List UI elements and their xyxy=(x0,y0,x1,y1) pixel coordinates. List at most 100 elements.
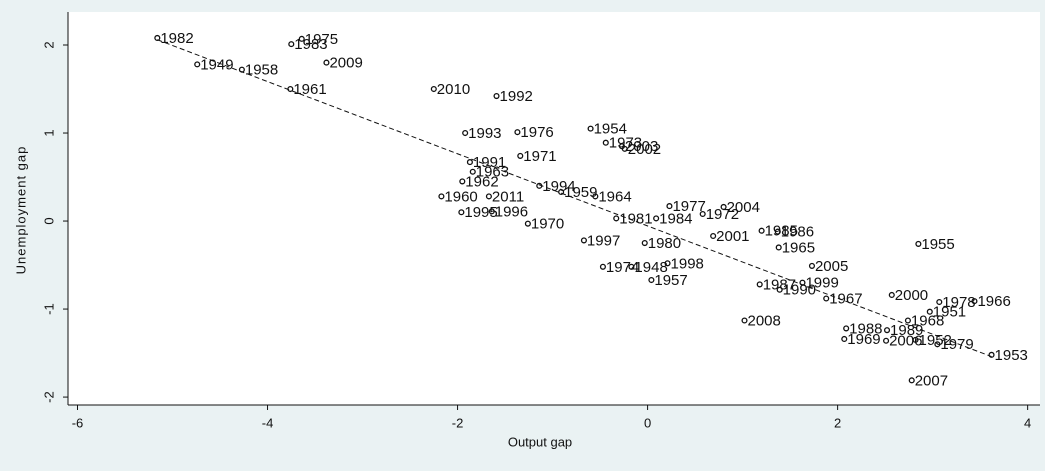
point xyxy=(641,239,648,247)
point-label: 1961 xyxy=(293,81,326,98)
point-label: 1981 xyxy=(619,210,652,227)
x-tick-label: 2 xyxy=(834,415,841,430)
point-label: 1957 xyxy=(654,272,687,289)
point-label: 1975 xyxy=(305,31,338,48)
point xyxy=(648,276,655,284)
point-label: 1988 xyxy=(849,320,882,337)
point-label: 2008 xyxy=(748,312,781,329)
point-label: 2009 xyxy=(329,55,362,72)
point xyxy=(758,227,765,234)
point xyxy=(888,291,895,299)
point-label: 2003 xyxy=(625,138,658,155)
fit-line xyxy=(157,39,992,358)
y-tick-label: -2 xyxy=(41,391,56,403)
point-label: 1999 xyxy=(805,275,838,292)
point-label: 1982 xyxy=(160,30,193,47)
x-tick-label: -4 xyxy=(262,415,274,430)
point-label: 1998 xyxy=(671,255,704,272)
point xyxy=(926,308,933,315)
x-tick-label: -2 xyxy=(452,415,464,430)
point xyxy=(154,34,161,42)
point xyxy=(514,129,521,136)
point-label: 1967 xyxy=(829,290,862,307)
point xyxy=(823,295,830,302)
point xyxy=(558,188,565,196)
point xyxy=(756,281,763,288)
point-label: 2002 xyxy=(628,141,661,158)
point xyxy=(774,228,781,235)
y-tick-label: 0 xyxy=(41,217,56,224)
point xyxy=(883,337,890,344)
point-label: 2010 xyxy=(437,81,470,98)
point-label: 1949 xyxy=(200,56,233,73)
point xyxy=(628,263,635,270)
point xyxy=(287,85,294,93)
point-label: 1984 xyxy=(659,210,692,227)
point xyxy=(936,298,943,306)
point xyxy=(485,193,492,200)
point-label: 1953 xyxy=(995,347,1028,364)
point xyxy=(536,182,543,189)
point-label: 2005 xyxy=(815,258,848,275)
point-label: 2000 xyxy=(895,287,928,304)
point-label: 2006 xyxy=(889,333,922,350)
point-label: 1983 xyxy=(294,36,327,53)
point-label: 1968 xyxy=(911,312,944,329)
point-label: 2007 xyxy=(915,372,948,389)
point-label: 1971 xyxy=(523,148,556,165)
point-label: 1958 xyxy=(245,62,278,79)
point xyxy=(430,85,437,93)
point xyxy=(592,193,599,200)
point-label: 1955 xyxy=(921,236,954,253)
point xyxy=(988,351,995,358)
point xyxy=(517,152,524,159)
point xyxy=(843,325,850,332)
point xyxy=(699,210,706,218)
point xyxy=(469,168,476,175)
point-label: 1963 xyxy=(476,164,509,181)
point xyxy=(710,232,717,240)
point-label: 1960 xyxy=(444,188,477,205)
point xyxy=(580,237,587,244)
y-axis-title: Unemployment gap xyxy=(13,146,28,275)
point-label: 1974 xyxy=(606,259,639,276)
point xyxy=(912,336,919,343)
point xyxy=(466,159,473,166)
point xyxy=(664,260,671,267)
point xyxy=(238,66,245,73)
point xyxy=(288,41,295,48)
point-label: 1966 xyxy=(977,293,1010,310)
point-label: 1954 xyxy=(594,121,627,138)
point xyxy=(808,262,816,269)
point xyxy=(908,377,915,384)
point-label: 1991 xyxy=(473,154,506,171)
point xyxy=(653,215,660,222)
point-label: 1972 xyxy=(706,206,739,223)
point xyxy=(587,125,594,132)
point xyxy=(488,208,495,215)
point-label: 1962 xyxy=(465,173,498,190)
x-axis-title: Output gap xyxy=(508,434,572,449)
point-label: 1951 xyxy=(933,304,966,321)
x-tick-label: 4 xyxy=(1024,415,1031,430)
plot-area xyxy=(68,12,1040,405)
point xyxy=(883,327,891,334)
point xyxy=(602,139,609,146)
point-label: 1969 xyxy=(847,331,880,348)
point-label: 1989 xyxy=(890,322,923,339)
point xyxy=(323,59,330,66)
point-label: 1970 xyxy=(531,216,564,233)
point xyxy=(934,341,941,348)
point-label: 1978 xyxy=(942,294,975,311)
point xyxy=(298,35,305,42)
point-label: 1979 xyxy=(940,336,973,353)
point xyxy=(971,298,978,305)
point xyxy=(524,220,531,227)
y-tick-label: 2 xyxy=(41,41,56,48)
y-tick-label: 1 xyxy=(41,129,56,136)
point xyxy=(493,93,500,100)
point-label: 1996 xyxy=(495,203,528,220)
point-label: 1987 xyxy=(763,276,796,293)
point-label: 1980 xyxy=(648,235,681,252)
